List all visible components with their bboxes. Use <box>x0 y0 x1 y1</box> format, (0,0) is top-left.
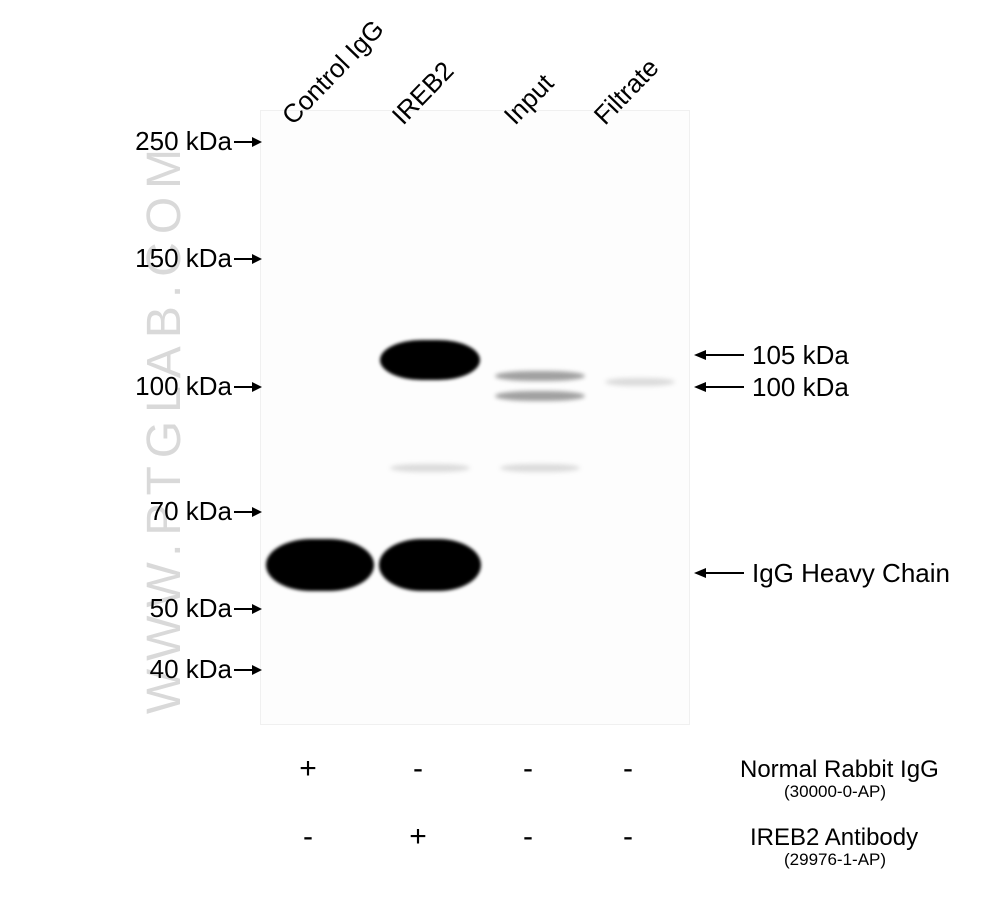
mw-label-0: 250 kDa <box>135 126 232 157</box>
band-l0-igghc <box>266 539 374 591</box>
right-label-2: IgG Heavy Chain <box>752 558 950 589</box>
right-arrow-2 <box>694 566 744 580</box>
row0-sub: (30000-0-AP) <box>784 782 886 802</box>
mw-arrow-0 <box>234 135 262 149</box>
figure-container: WWW.PTGLAB.COM Control IgG IREB2 Input F… <box>0 0 1000 903</box>
blot-membrane <box>260 110 690 725</box>
row1-mark-2: - <box>513 820 543 854</box>
row0-mark-1: - <box>403 752 433 786</box>
right-arrow-1 <box>694 380 744 394</box>
mw-label-3: 70 kDa <box>150 496 232 527</box>
band-l1-target <box>380 340 480 380</box>
mw-label-4: 50 kDa <box>150 593 232 624</box>
row1-sub: (29976-1-AP) <box>784 850 886 870</box>
watermark-text: WWW.PTGLAB.COM <box>137 141 192 714</box>
band-l2-faint70 <box>500 464 580 472</box>
row0-mark-3: - <box>613 752 643 786</box>
right-label-0: 105 kDa <box>752 340 849 371</box>
row1-mark-1: + <box>403 820 433 854</box>
row0-label: Normal Rabbit IgG <box>740 756 939 784</box>
right-label-1: 100 kDa <box>752 372 849 403</box>
mw-arrow-1 <box>234 252 262 266</box>
mw-label-5: 40 kDa <box>150 654 232 685</box>
band-l3-faint <box>605 378 675 386</box>
band-l2-upper <box>495 371 585 381</box>
mw-label-2: 100 kDa <box>135 371 232 402</box>
right-arrow-0 <box>694 348 744 362</box>
row0-mark-0: + <box>293 752 323 786</box>
mw-arrow-3 <box>234 505 262 519</box>
row0-mark-2: - <box>513 752 543 786</box>
row1-mark-3: - <box>613 820 643 854</box>
band-l2-lower <box>495 391 585 401</box>
mw-arrow-5 <box>234 663 262 677</box>
row1-label: IREB2 Antibody <box>750 824 918 852</box>
row1-mark-0: - <box>293 820 323 854</box>
band-l1-igghc <box>379 539 481 591</box>
mw-arrow-4 <box>234 602 262 616</box>
mw-label-1: 150 kDa <box>135 243 232 274</box>
band-l1-faint70 <box>390 464 470 472</box>
mw-arrow-2 <box>234 380 262 394</box>
